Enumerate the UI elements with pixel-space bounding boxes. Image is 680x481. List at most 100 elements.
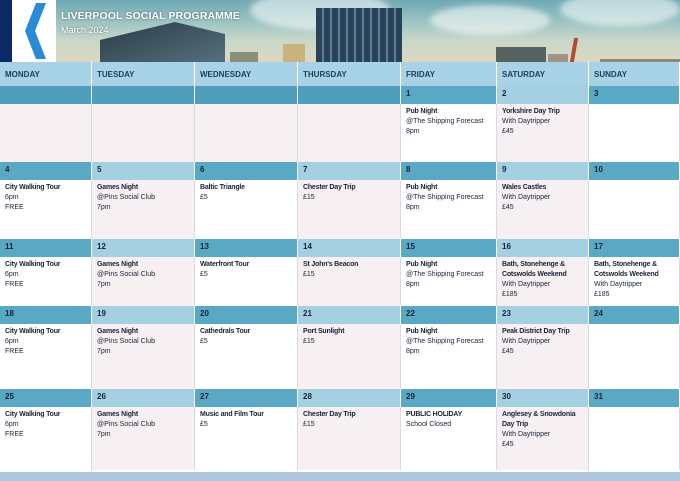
day-cell[interactable]: [589, 104, 680, 162]
event-title: Cotswolds Weekend: [502, 271, 567, 278]
event-title: Cotswolds Weekend: [594, 271, 659, 278]
event-detail: 6pm: [5, 338, 19, 345]
weekday-header: TUESDAY: [92, 62, 195, 86]
event-detail: 8pm: [406, 128, 420, 135]
day-cell[interactable]: Waterfront Tour £5: [195, 257, 298, 306]
event-detail: @The Shipping Forecast: [406, 271, 484, 278]
day-number: 8: [401, 162, 497, 180]
event-detail: 8pm: [406, 281, 420, 288]
day-number: 13: [195, 239, 298, 257]
event-detail: @The Shipping Forecast: [406, 194, 484, 201]
day-cell[interactable]: Games Night @Pins Social Club 7pm: [92, 407, 195, 470]
day-number: 23: [497, 306, 589, 324]
day-number: 15: [401, 239, 497, 257]
day-cell[interactable]: Wales Castles With Daytripper £45: [497, 180, 589, 239]
day-number: 14: [298, 239, 401, 257]
event-detail: FREE: [5, 281, 24, 288]
event-title: Yorkshire Day Trip: [502, 108, 560, 115]
event-detail: £185: [502, 291, 518, 298]
day-number: 2: [497, 86, 589, 104]
event-title: Port Sunlight: [303, 328, 345, 335]
event-detail: 7pm: [97, 204, 111, 211]
day-cell[interactable]: [589, 180, 680, 239]
event-detail: School Closed: [406, 421, 452, 428]
day-cell[interactable]: Pub Night @The Shipping Forecast 8pm: [401, 324, 497, 389]
day-number: [92, 86, 195, 104]
weekday-header: FRIDAY: [401, 62, 497, 86]
day-cell[interactable]: Games Night @Pins Social Club 7pm: [92, 180, 195, 239]
event-detail: 6pm: [5, 271, 19, 278]
day-cell[interactable]: [589, 407, 680, 470]
skyline-building-icon: [100, 22, 225, 62]
day-number: 11: [0, 239, 92, 257]
day-number: 5: [92, 162, 195, 180]
day-cell[interactable]: [92, 104, 195, 162]
event-detail: @The Shipping Forecast: [406, 118, 484, 125]
chevron-logo-icon: [25, 3, 46, 59]
event-title: Games Night: [97, 328, 138, 335]
day-cell[interactable]: City Walking Tour 6pm FREE: [0, 257, 92, 306]
event-detail: @Pins Social Club: [97, 194, 156, 201]
day-number: 21: [298, 306, 401, 324]
day-cell[interactable]: Peak District Day Trip With Daytripper £45: [497, 324, 589, 389]
event-detail: With Daytripper: [502, 281, 551, 288]
event-detail: £45: [502, 441, 514, 448]
day-cell[interactable]: Pub Night @The Shipping Forecast 8pm: [401, 104, 497, 162]
event-title: Day Trip: [502, 421, 529, 428]
event-title: City Walking Tour: [5, 411, 61, 418]
day-cell[interactable]: Pub Night @The Shipping Forecast 8pm: [401, 180, 497, 239]
day-number: 9: [497, 162, 589, 180]
event-detail: 6pm: [5, 194, 19, 201]
calendar-week: 1 2 3 Pub Night @The Shipping Forecast 8pm Yor…: [0, 86, 680, 162]
day-cell[interactable]: Games Night @Pins Social Club 7pm: [92, 324, 195, 389]
day-number: [0, 86, 92, 104]
day-cell[interactable]: [589, 324, 680, 389]
event-title: Chester Day Trip: [303, 411, 356, 418]
day-cell[interactable]: City Walking Tour 6pm FREE: [0, 324, 92, 389]
day-cell[interactable]: Music and Film Tour £5: [195, 407, 298, 470]
day-cell[interactable]: Port Sunlight £15: [298, 324, 401, 389]
day-cell[interactable]: Pub Night @The Shipping Forecast 8pm: [401, 257, 497, 306]
day-cell[interactable]: [195, 104, 298, 162]
event-title: Games Night: [97, 261, 138, 268]
page-title: LIVERPOOL SOCIAL PROGRAMME: [61, 10, 240, 22]
day-cell[interactable]: [298, 104, 401, 162]
event-detail: 7pm: [97, 281, 111, 288]
day-number: 28: [298, 389, 401, 407]
event-detail: £185: [594, 291, 610, 298]
day-number: 27: [195, 389, 298, 407]
day-cell[interactable]: City Walking Tour 6pm FREE: [0, 180, 92, 239]
day-cell[interactable]: Baltic Triangle £5: [195, 180, 298, 239]
day-cell[interactable]: Anglesey & Snowdonia Day Trip With Daytrip…: [497, 407, 589, 470]
day-cell[interactable]: Chester Day Trip £15: [298, 180, 401, 239]
day-cell[interactable]: Chester Day Trip £15: [298, 407, 401, 470]
day-number: 7: [298, 162, 401, 180]
event-title: Bath, Stonehenge &: [594, 261, 657, 268]
day-number: 26: [92, 389, 195, 407]
day-number: 16: [497, 239, 589, 257]
day-cell[interactable]: Bath, Stonehenge & Cotswolds Weekend With …: [497, 257, 589, 306]
day-cell[interactable]: Cathedrals Tour £5: [195, 324, 298, 389]
day-cell[interactable]: City Walking Tour 6pm FREE: [0, 407, 92, 470]
event-detail: £15: [303, 338, 315, 345]
event-detail: With Daytripper: [502, 118, 551, 125]
event-title: City Walking Tour: [5, 328, 61, 335]
calendar-grid: MONDAY TUESDAY WEDNESDAY THURSDAY FRIDAY SATU…: [0, 62, 680, 470]
day-number: 29: [401, 389, 497, 407]
day-cell[interactable]: Yorkshire Day Trip With Daytripper £45: [497, 104, 589, 162]
day-number: 18: [0, 306, 92, 324]
day-cell[interactable]: PUBLIC HOLIDAY School Closed: [401, 407, 497, 470]
day-cell[interactable]: [0, 104, 92, 162]
day-cell[interactable]: St John's Beacon £15: [298, 257, 401, 306]
weekday-header: MONDAY: [0, 62, 92, 86]
day-number: 17: [589, 239, 680, 257]
day-number: 1: [401, 86, 497, 104]
event-title: Waterfront Tour: [200, 261, 250, 268]
event-detail: @Pins Social Club: [97, 421, 156, 428]
day-cell[interactable]: Games Night @Pins Social Club 7pm: [92, 257, 195, 306]
day-number: 22: [401, 306, 497, 324]
day-cell[interactable]: Bath, Stonehenge & Cotswolds Weekend With …: [589, 257, 680, 306]
event-title: City Walking Tour: [5, 261, 61, 268]
event-title: Games Night: [97, 184, 138, 191]
event-title: Pub Night: [406, 328, 438, 335]
